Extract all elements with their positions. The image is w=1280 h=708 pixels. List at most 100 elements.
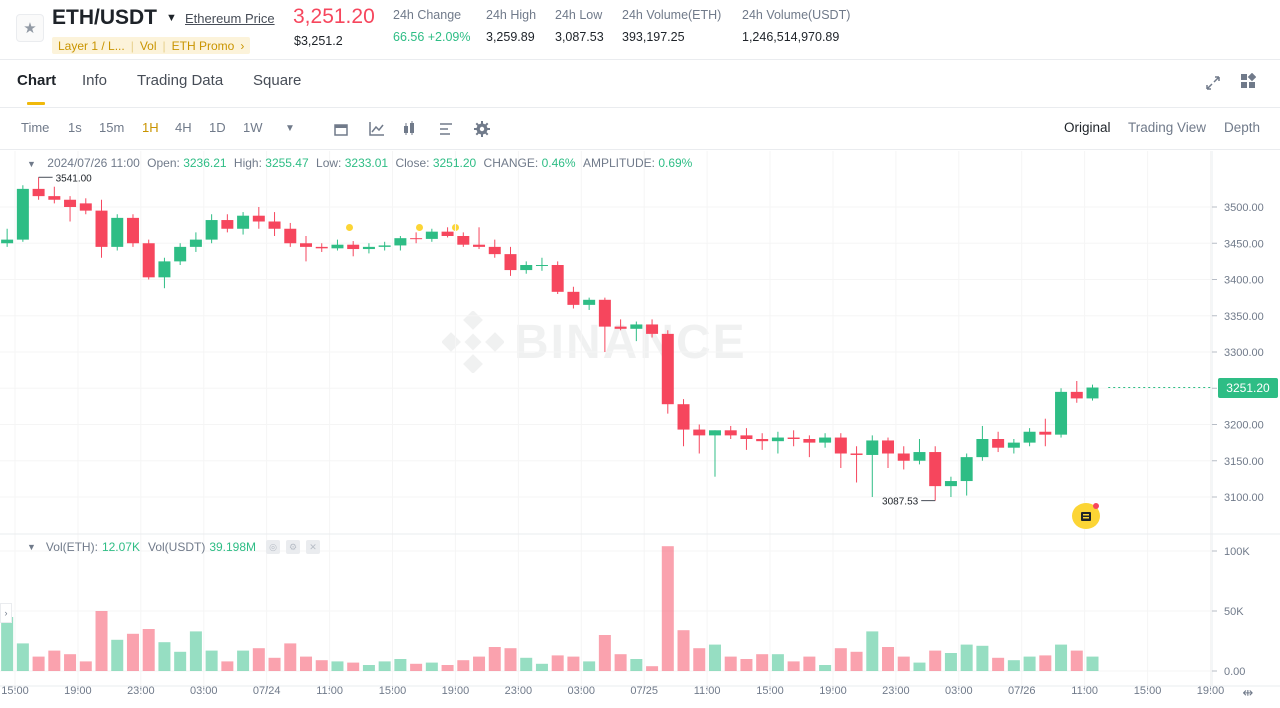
candle-body [142,243,155,278]
candle-body [1007,442,1020,448]
candle-body [551,265,564,292]
volume-bar [473,656,486,671]
ethereum-price-link[interactable]: Ethereum Price [185,11,275,26]
candle-body [158,261,171,278]
volume-bar [614,654,627,671]
volume-bar [362,665,375,671]
interval-1s[interactable]: 1s [68,120,82,135]
volume-bar [520,657,533,671]
stat-label: 24h High [486,8,537,22]
x-tick-label: 03:00 [568,685,596,697]
indicator-settings-icon[interactable]: ⚙ [286,540,301,554]
tag-eth-promo[interactable]: ETH Promo [171,38,235,53]
candle-body [315,246,328,249]
x-tick-label: 03:00 [945,685,973,697]
volume-bar [661,546,674,671]
candle-body [126,217,139,244]
vol-tick-label: 0.00 [1224,666,1245,678]
legend-caret-icon[interactable]: ▼ [27,542,36,552]
candle-body [803,439,816,443]
legend-caret-icon[interactable]: ▼ [27,159,36,169]
tab-trading-data[interactable]: Trading Data [137,72,224,89]
volume-bar [992,657,1005,671]
candle-body [1070,391,1083,399]
volume-bar [394,659,407,671]
change-label: CHANGE: [483,156,539,170]
x-tick-label: 15:00 [756,685,784,697]
candle-body [1039,431,1052,435]
candle-body [111,217,124,247]
tag-layer1[interactable]: Layer 1 / L... [58,38,125,53]
candle-body [850,453,863,455]
x-tick-label: 11:00 [694,685,721,697]
view-depth[interactable]: Depth [1224,120,1261,135]
view-original[interactable]: Original [1064,120,1111,135]
candle-body [252,215,265,222]
expand-sidebar-icon[interactable]: › [0,603,12,623]
interval-1h[interactable]: 1H [142,120,159,135]
volume-bar [16,643,29,671]
caret-down-icon[interactable]: ▼ [166,12,177,24]
stat-24h-volume-eth: 24h Volume(ETH) 393,197.25 [622,8,721,44]
gear-icon[interactable] [473,120,491,138]
volume-bar [677,630,690,671]
open-label: Open: [147,156,180,170]
tab-chart[interactable]: Chart [17,72,57,89]
favorite-star-icon[interactable]: ★ [16,14,44,42]
volume-bar [32,656,45,671]
binance-logo-icon [442,311,504,373]
tab-info[interactable]: Info [82,72,108,89]
candle-body [567,291,580,305]
interval-4h[interactable]: 4H [175,120,192,135]
view-trading-view[interactable]: Trading View [1128,120,1207,135]
close-icon[interactable]: ✕ [306,540,321,554]
volume-bar [756,654,769,671]
interval-15m[interactable]: 15m [99,120,125,135]
hide-indicator-icon[interactable]: ◎ [266,540,281,554]
calendar-tool-icon[interactable] [333,120,351,138]
indicator-settings-icon[interactable] [438,120,456,138]
vol-usdt-value: 39.198M [209,540,257,554]
tag-vol[interactable]: Vol [139,38,157,53]
notification-dot [1093,503,1099,509]
line-chart-tool-icon[interactable] [368,120,386,138]
candle-body [882,440,895,454]
volume-bar [1070,650,1083,671]
x-tick-label: 19:00 [1197,685,1225,697]
candle-body [693,429,706,436]
candle-body [488,246,501,255]
volume-bar [158,642,171,671]
volume-bar [1023,656,1036,671]
close-label: Close: [395,156,430,170]
volume-bar [410,663,423,671]
floating-widget-icon[interactable] [1072,503,1100,529]
chevron-right-icon[interactable]: › [240,38,245,53]
volume-bar [425,662,438,671]
volume-bar [944,653,957,671]
candles-tool-icon[interactable] [402,120,420,138]
x-tick-label: 07/26 [1008,685,1036,697]
y-tick-label: 3150.00 [1224,456,1264,468]
candle-body [95,210,108,247]
tab-square[interactable]: Square [253,72,302,89]
candle-body [614,326,627,329]
volume-bar [268,657,281,671]
layout-grid-icon[interactable] [1240,73,1256,89]
interval-time[interactable]: Time [21,120,50,135]
volume-bar [897,656,910,671]
candle-body [1086,387,1099,399]
chart-area[interactable]: BINANCE 3500.00 3450.00 3400.00 3350.00 3300… [0,151,1280,708]
candle-body [189,239,202,247]
x-tick-label: 03:00 [190,685,218,697]
interval-1w[interactable]: 1W [243,120,263,135]
high-marker-label: 3541.00 [56,173,93,184]
high-label: High: [233,156,262,170]
symbol-title[interactable]: ETH/USDT [52,6,157,29]
volume-bar [347,662,360,671]
stat-24h-high: 24h High 3,259.89 [486,8,536,44]
candle-body [1023,431,1036,443]
expand-icon[interactable] [1205,75,1221,91]
x-tick-label: 23:00 [505,685,533,697]
interval-1d[interactable]: 1D [209,120,226,135]
interval-more-caret-icon[interactable]: ▼ [285,123,295,134]
